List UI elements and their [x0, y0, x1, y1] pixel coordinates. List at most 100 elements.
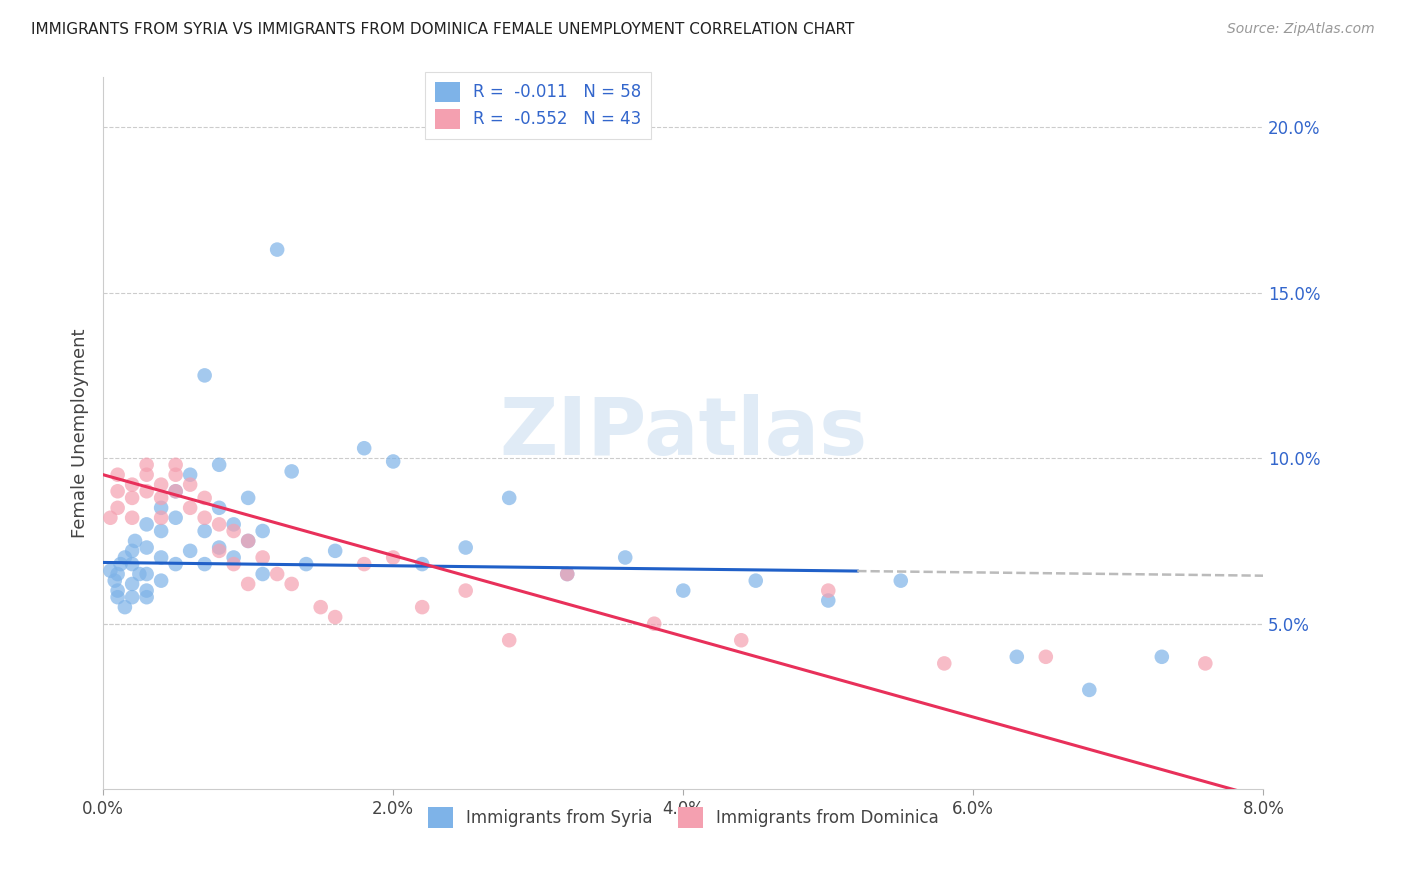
- Point: [280, 577, 302, 591]
- Point: [114, 550, 136, 565]
- Point: [107, 567, 129, 582]
- Point: [411, 557, 433, 571]
- Point: [121, 477, 143, 491]
- Point: [817, 583, 839, 598]
- Point: [309, 600, 332, 615]
- Point: [555, 567, 578, 582]
- Point: [107, 500, 129, 515]
- Point: [353, 441, 375, 455]
- Point: [643, 616, 665, 631]
- Point: [124, 533, 146, 548]
- Point: [150, 510, 173, 524]
- Point: [934, 657, 956, 671]
- Point: [121, 557, 143, 571]
- Point: [135, 467, 157, 482]
- Point: [890, 574, 912, 588]
- Point: [135, 591, 157, 605]
- Point: [135, 458, 157, 472]
- Point: [107, 591, 129, 605]
- Point: [135, 583, 157, 598]
- Point: [1005, 649, 1028, 664]
- Text: Source: ZipAtlas.com: Source: ZipAtlas.com: [1227, 22, 1375, 37]
- Point: [614, 550, 637, 565]
- Point: [1194, 657, 1216, 671]
- Point: [194, 557, 217, 571]
- Point: [121, 591, 143, 605]
- Point: [121, 544, 143, 558]
- Point: [745, 574, 768, 588]
- Point: [208, 544, 231, 558]
- Point: [353, 557, 375, 571]
- Legend: Immigrants from Syria, Immigrants from Dominica: Immigrants from Syria, Immigrants from D…: [422, 801, 945, 834]
- Point: [135, 517, 157, 532]
- Point: [194, 368, 217, 383]
- Point: [208, 517, 231, 532]
- Point: [236, 491, 259, 505]
- Point: [236, 533, 259, 548]
- Point: [730, 633, 752, 648]
- Point: [222, 557, 245, 571]
- Point: [104, 574, 127, 588]
- Point: [135, 484, 157, 499]
- Point: [179, 500, 201, 515]
- Point: [121, 510, 143, 524]
- Point: [150, 477, 173, 491]
- Point: [150, 500, 173, 515]
- Point: [1035, 649, 1057, 664]
- Point: [179, 467, 201, 482]
- Point: [114, 600, 136, 615]
- Point: [100, 564, 122, 578]
- Point: [382, 550, 405, 565]
- Point: [150, 574, 173, 588]
- Point: [295, 557, 318, 571]
- Point: [179, 477, 201, 491]
- Y-axis label: Female Unemployment: Female Unemployment: [72, 328, 89, 538]
- Point: [194, 510, 217, 524]
- Point: [498, 633, 520, 648]
- Point: [411, 600, 433, 615]
- Point: [222, 517, 245, 532]
- Point: [135, 567, 157, 582]
- Point: [323, 610, 346, 624]
- Point: [135, 541, 157, 555]
- Point: [817, 593, 839, 607]
- Point: [150, 524, 173, 538]
- Point: [121, 491, 143, 505]
- Point: [454, 583, 477, 598]
- Point: [280, 464, 302, 478]
- Point: [672, 583, 695, 598]
- Point: [222, 550, 245, 565]
- Point: [179, 544, 201, 558]
- Point: [150, 491, 173, 505]
- Point: [208, 458, 231, 472]
- Point: [555, 567, 578, 582]
- Point: [266, 567, 288, 582]
- Point: [165, 467, 187, 482]
- Point: [1078, 682, 1101, 697]
- Point: [323, 544, 346, 558]
- Point: [165, 458, 187, 472]
- Point: [382, 454, 405, 468]
- Point: [107, 583, 129, 598]
- Point: [121, 577, 143, 591]
- Point: [128, 567, 150, 582]
- Point: [165, 484, 187, 499]
- Point: [100, 510, 122, 524]
- Point: [1150, 649, 1173, 664]
- Point: [150, 550, 173, 565]
- Point: [252, 550, 274, 565]
- Point: [252, 524, 274, 538]
- Point: [110, 557, 132, 571]
- Point: [194, 491, 217, 505]
- Point: [165, 510, 187, 524]
- Point: [165, 484, 187, 499]
- Point: [454, 541, 477, 555]
- Text: ZIPatlas: ZIPatlas: [499, 394, 868, 473]
- Point: [498, 491, 520, 505]
- Point: [252, 567, 274, 582]
- Point: [236, 577, 259, 591]
- Point: [222, 524, 245, 538]
- Point: [107, 484, 129, 499]
- Point: [165, 557, 187, 571]
- Point: [107, 467, 129, 482]
